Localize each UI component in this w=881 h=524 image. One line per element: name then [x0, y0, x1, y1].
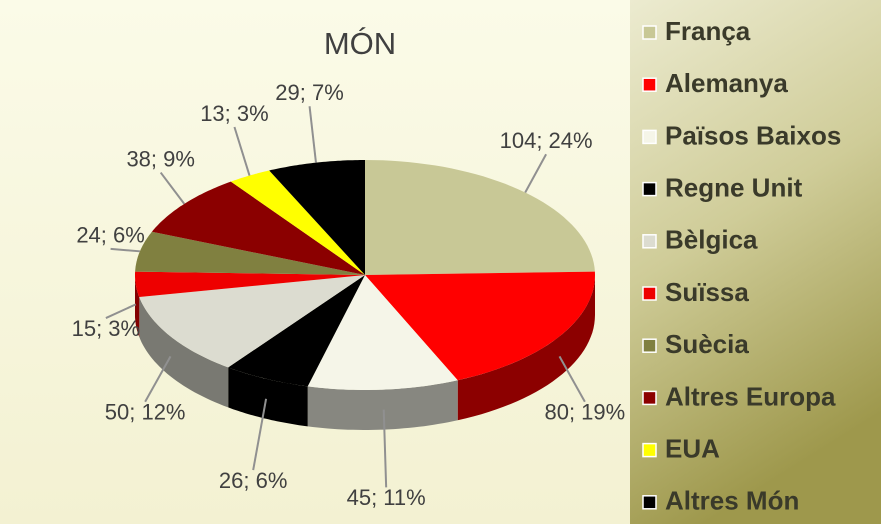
data-label: 45; 11%: [347, 485, 426, 510]
chart-title: MÓN: [324, 26, 396, 61]
data-label: 13; 3%: [200, 101, 269, 126]
slice-side: [228, 367, 308, 427]
slice: [135, 231, 365, 275]
legend-label: França: [665, 16, 751, 46]
data-label: 15; 3%: [72, 316, 141, 341]
legend-label: Bèlgica: [665, 225, 758, 255]
legend-marker: [642, 338, 657, 353]
leader-line: [233, 126, 251, 176]
slice-side: [457, 275, 595, 421]
leader-line: [524, 153, 547, 193]
legend-label: Altres Europa: [665, 381, 836, 411]
legend-marker: [642, 129, 657, 145]
legend-marker: [642, 234, 657, 249]
data-label: 50; 12%: [105, 400, 186, 425]
data-label: 80; 19%: [544, 400, 625, 425]
slice: [139, 275, 365, 368]
data-label: 29; 7%: [275, 80, 344, 105]
legend-label: Regne Unit: [665, 172, 803, 202]
data-label: 38; 9%: [126, 146, 195, 171]
slice-side: [307, 380, 458, 430]
data-label: 24; 6%: [76, 223, 145, 248]
slice: [151, 181, 365, 275]
leader-line: [252, 398, 268, 471]
slice: [365, 160, 595, 275]
data-label: 26; 6%: [219, 468, 288, 493]
legend-marker: [642, 25, 657, 40]
leader-line: [159, 171, 186, 205]
legend-marker: [642, 181, 657, 197]
leader-line: [144, 355, 172, 403]
slice: [269, 160, 365, 275]
legend-label: Alemanya: [665, 68, 788, 98]
leader-line: [558, 355, 586, 403]
legend-label: Països Baixos: [665, 120, 841, 150]
legend-marker: [642, 286, 657, 301]
legend-panel: [630, 0, 881, 524]
legend-label: Suïssa: [665, 277, 749, 307]
legend-label: Suècia: [665, 329, 749, 359]
slice: [228, 275, 365, 387]
leader-line: [382, 409, 388, 488]
slice: [135, 271, 365, 297]
legend-label: Altres Món: [665, 486, 799, 516]
legend-marker: [642, 390, 657, 406]
legend-marker: [642, 495, 657, 510]
leader-line: [308, 106, 317, 163]
leader-line: [110, 247, 141, 253]
data-label: 104; 24%: [500, 128, 593, 153]
slice-side: [135, 275, 140, 337]
legend-label: EUA: [665, 433, 720, 463]
slice: [230, 170, 365, 275]
slice-side: [139, 297, 229, 408]
legend-marker: [642, 77, 657, 92]
slice: [307, 275, 458, 390]
legend-marker: [642, 442, 657, 458]
slice: [365, 271, 595, 381]
leader-line: [105, 303, 137, 319]
